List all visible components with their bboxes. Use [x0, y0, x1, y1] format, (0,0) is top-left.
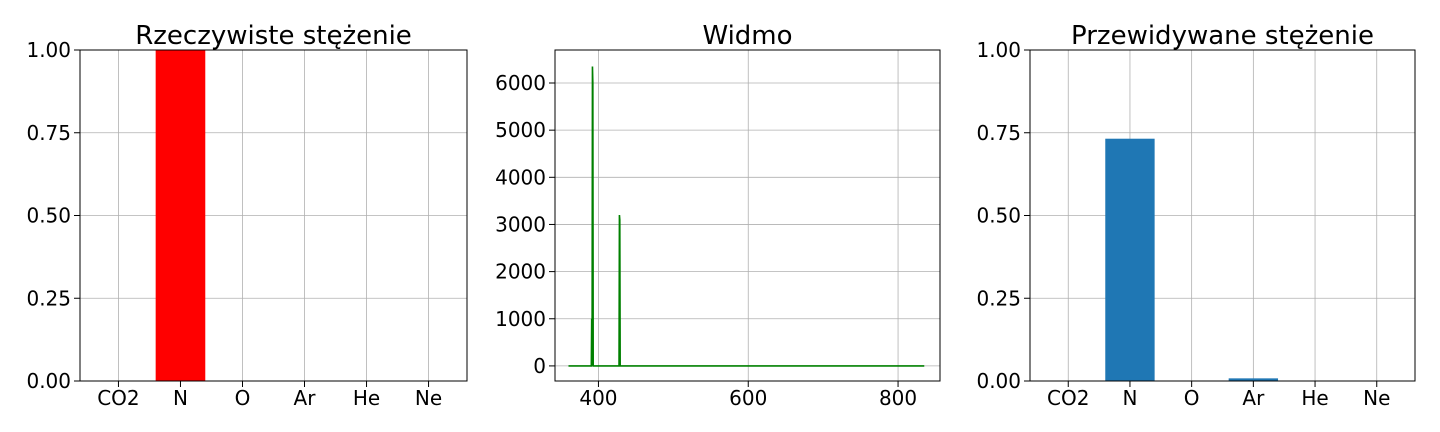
y-tick-label: 4000: [495, 165, 546, 189]
y-tick-label: 0.25: [976, 286, 1021, 310]
chart-spectrum: Widmo 400 600 800 0 1000 2000 3000 4000 5000 6000: [495, 21, 941, 410]
x-tick-label: Ne: [415, 386, 442, 410]
x-tick-label: He: [1301, 386, 1328, 410]
x-tick-label: CO2: [97, 386, 139, 410]
y-tick-label: 3000: [495, 212, 546, 236]
y-tick-label: 0.00: [26, 369, 71, 393]
y-tick-label: 0.75: [976, 121, 1021, 145]
y-tick-label: 1000: [495, 307, 546, 331]
chart-predicted-concentration: Przewidywane stężenie CO2 N O Ar He Ne 0.00 0.2…: [976, 21, 1416, 410]
x-tick-label: N: [1122, 386, 1137, 410]
x-tick-label: Ar: [1242, 386, 1265, 410]
chart-title: Widmo: [702, 21, 792, 51]
plot-frame: [1029, 49, 1416, 382]
y-tick-label: 0.00: [976, 369, 1021, 393]
y-tick-label: 0: [533, 354, 546, 378]
y-tick-label: 5000: [495, 118, 546, 142]
y-tick-label: 0.50: [26, 204, 71, 228]
x-tick-label: Ar: [294, 386, 317, 410]
y-tick-label: 0.75: [26, 121, 71, 145]
y-tick-label: 1.00: [976, 38, 1021, 62]
chart-title: Rzeczywiste stężenie: [135, 21, 412, 51]
bar-ar: [1228, 378, 1279, 381]
chart-title: Przewidywane stężenie: [1071, 21, 1374, 51]
bar-n: [1105, 138, 1155, 381]
y-tick-label: 6000: [495, 71, 546, 95]
plot-frame: [79, 49, 468, 382]
x-tick-label: N: [173, 386, 188, 410]
x-tick-label: 400: [579, 386, 617, 410]
x-tick-label: O: [235, 386, 251, 410]
spectrum-line: [568, 66, 925, 367]
bar-n: [155, 50, 206, 381]
y-tick-label: 2000: [495, 260, 546, 284]
x-tick-label: 800: [879, 386, 917, 410]
y-tick-label: 0.50: [976, 204, 1021, 228]
x-tick-label: 600: [729, 386, 767, 410]
y-tick-label: 1.00: [26, 38, 71, 62]
chart-actual-concentration: Rzeczywiste stężenie CO2 N O Ar He Ne 0.00 0.25…: [26, 21, 468, 410]
x-tick-label: CO2: [1047, 386, 1089, 410]
plot-frame: [554, 49, 941, 382]
x-tick-label: O: [1184, 386, 1200, 410]
y-tick-label: 0.25: [26, 286, 71, 310]
x-tick-label: Ne: [1363, 386, 1390, 410]
x-tick-label: He: [353, 386, 380, 410]
